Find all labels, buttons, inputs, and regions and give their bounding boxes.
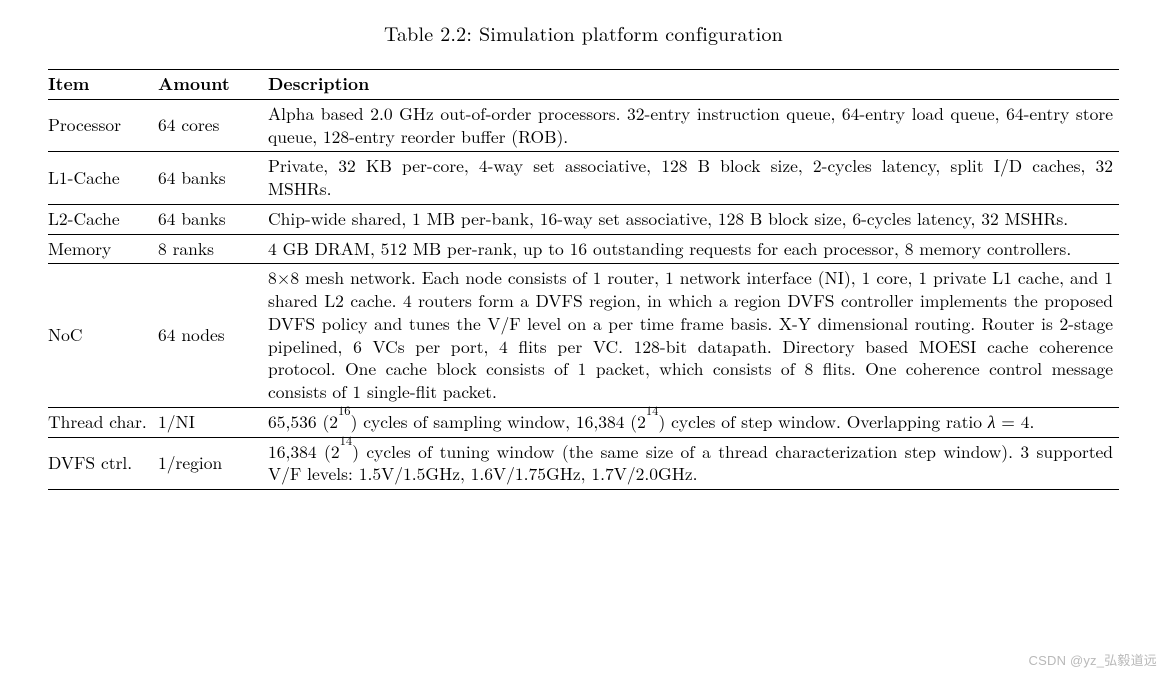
cell-description: 4 GB DRAM, 512 MB per-rank, up to 16 out… [268,234,1119,264]
table-row: L1-Cache 64 banks Private, 32 KB per-cor… [48,152,1119,205]
watermark-text: CSDN @yz_弘毅道远 [1029,650,1157,669]
col-header-description: Description [268,70,1119,100]
table-row: L2-Cache 64 banks Chip-wide shared, 1 MB… [48,204,1119,234]
col-header-amount: Amount [158,70,268,100]
table-caption: Table 2.2: Simulation platform configura… [48,18,1119,47]
cell-description: Chip-wide shared, 1 MB per-bank, 16-way … [268,204,1119,234]
page: Table 2.2: Simulation platform configura… [0,0,1167,675]
cell-amount: 64 cores [158,99,268,152]
cell-amount: 64 banks [158,152,268,205]
cell-description: 65,536 (216) cycles of sampling window, … [268,407,1119,437]
cell-item: NoC [48,264,158,408]
cell-item: Memory [48,234,158,264]
table-row: DVFS ctrl. 1/region 16,384 (214) cycles … [48,437,1119,490]
cell-amount: 64 banks [158,204,268,234]
cell-amount: 1/region [158,437,268,490]
table-row: Memory 8 ranks 4 GB DRAM, 512 MB per-ran… [48,234,1119,264]
table-row: NoC 64 nodes 8×8 mesh network. Each node… [48,264,1119,408]
cell-item: Processor [48,99,158,152]
cell-item: Thread char. [48,407,158,437]
cell-description: 8×8 mesh network. Each node consists of … [268,264,1119,408]
cell-item: DVFS ctrl. [48,437,158,490]
cell-item: L2-Cache [48,204,158,234]
cell-description: Private, 32 KB per-core, 4-way set assoc… [268,152,1119,205]
cell-amount: 1/NI [158,407,268,437]
cell-amount: 64 nodes [158,264,268,408]
cell-item: L1-Cache [48,152,158,205]
table-row: Thread char. 1/NI 65,536 (216) cycles of… [48,407,1119,437]
cell-description: 16,384 (214) cycles of tuning window (th… [268,437,1119,490]
table-header-row: Item Amount Description [48,70,1119,100]
col-header-item: Item [48,70,158,100]
cell-description: Alpha based 2.0 GHz out-of-order process… [268,99,1119,152]
config-table: Item Amount Description Processor 64 cor… [48,69,1119,490]
table-row: Processor 64 cores Alpha based 2.0 GHz o… [48,99,1119,152]
cell-amount: 8 ranks [158,234,268,264]
